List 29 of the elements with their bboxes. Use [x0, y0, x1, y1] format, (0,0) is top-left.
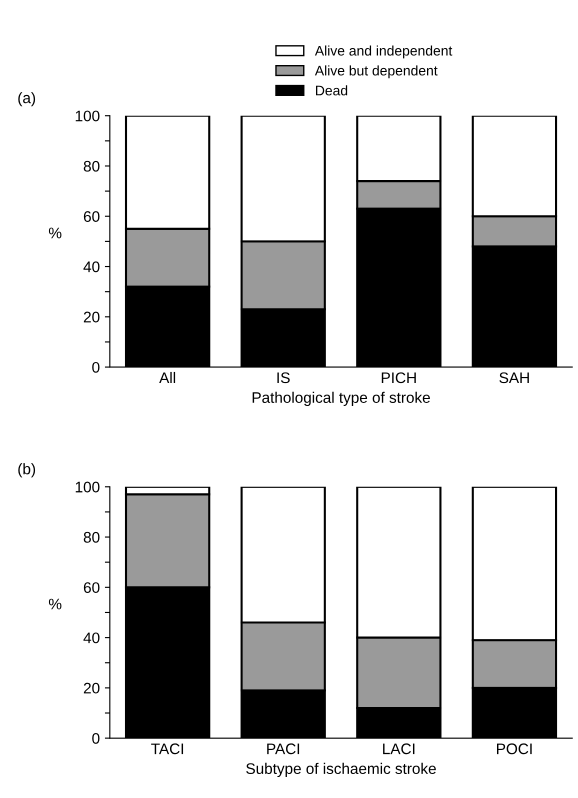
legend-label: Alive and independent — [314, 45, 452, 58]
x-tick-label: PICH — [382, 372, 416, 384]
x-tick-label: LACI — [383, 743, 414, 754]
x-tick-label: POCI — [496, 743, 532, 754]
y-tick-label: 100 — [76, 482, 100, 492]
y-tick-label: 0 — [92, 362, 100, 373]
legend-label: Dead — [316, 85, 348, 96]
y-tick-label: 40 — [83, 261, 100, 272]
legend-label: Alive but dependent — [314, 65, 438, 78]
y-tick-label: 0 — [92, 733, 100, 744]
x-tick-label: TACI — [151, 743, 184, 754]
text: (a) — [18, 92, 36, 106]
y-tick-label: 60 — [84, 211, 100, 222]
y-tick-label: 20 — [84, 312, 100, 322]
y-axis-title: % — [48, 228, 62, 238]
y-tick-label: 40 — [83, 632, 100, 644]
y-tick-label: 100 — [76, 110, 100, 122]
x-tick-label: IS — [277, 372, 290, 384]
x-axis-title: Pathological type of stroke — [252, 392, 430, 406]
x-axis-title: Subtype of ischaemic stroke — [246, 762, 436, 778]
text: (b) — [18, 463, 36, 478]
y-axis-title: % — [48, 598, 62, 610]
y-tick-label: 80 — [84, 532, 100, 543]
y-tick-label: 80 — [84, 160, 100, 172]
x-tick-label: All — [159, 372, 176, 384]
y-tick-label: 20 — [84, 682, 100, 694]
x-tick-label: SAH — [499, 372, 529, 384]
y-tick-label: 60 — [84, 582, 100, 594]
x-tick-label: PACI — [267, 743, 300, 754]
